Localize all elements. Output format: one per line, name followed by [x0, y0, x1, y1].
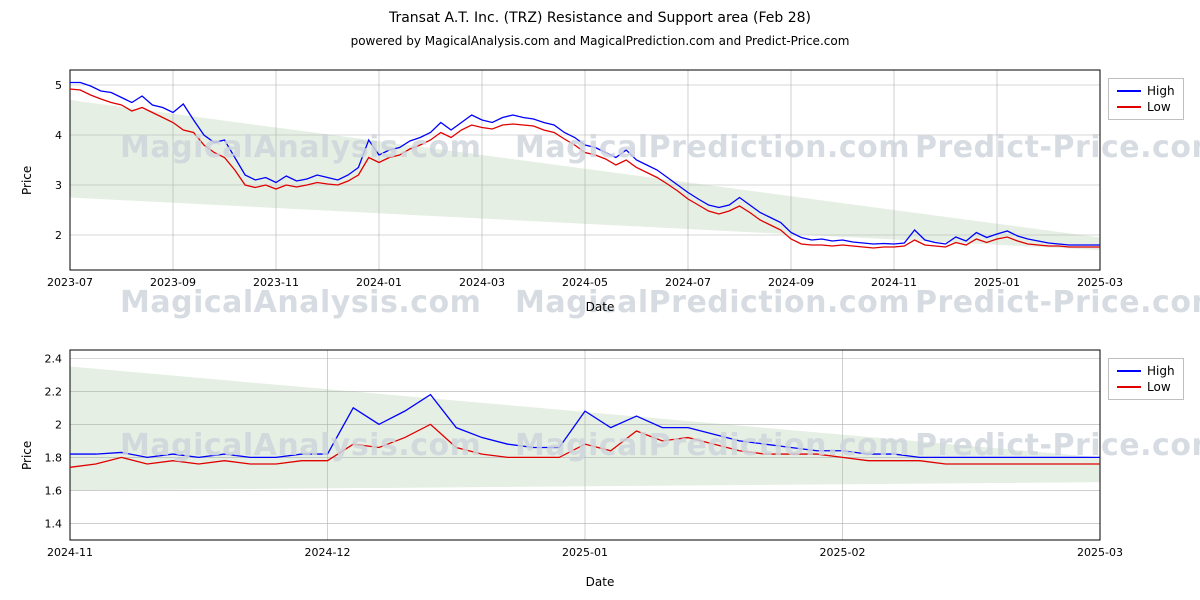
figure: Transat A.T. Inc. (TRZ) Resistance and S… — [0, 0, 1200, 600]
y-axis-label: Price — [20, 166, 34, 195]
legend: High Low — [1108, 78, 1184, 120]
svg-text:4: 4 — [55, 129, 62, 142]
svg-text:2025-02: 2025-02 — [820, 546, 866, 559]
legend-label: Low — [1147, 100, 1171, 114]
svg-text:1.4: 1.4 — [45, 517, 63, 530]
legend-label: Low — [1147, 380, 1171, 394]
svg-text:2023-11: 2023-11 — [253, 276, 299, 289]
legend-swatch-low — [1117, 106, 1141, 108]
svg-text:2.2: 2.2 — [45, 385, 63, 398]
svg-text:1.8: 1.8 — [45, 451, 63, 464]
legend-swatch-high — [1117, 90, 1141, 92]
svg-text:2025-01: 2025-01 — [974, 276, 1020, 289]
svg-text:2: 2 — [55, 229, 62, 242]
svg-text:5: 5 — [55, 79, 62, 92]
svg-text:2023-07: 2023-07 — [47, 276, 93, 289]
svg-text:3: 3 — [55, 179, 62, 192]
legend-label: High — [1147, 84, 1175, 98]
svg-text:2024-11: 2024-11 — [47, 546, 93, 559]
legend-item-high: High — [1117, 363, 1175, 379]
x-axis-label: Date — [550, 300, 650, 314]
legend-item-high: High — [1117, 83, 1175, 99]
svg-text:1.6: 1.6 — [45, 484, 63, 497]
svg-text:2024-11: 2024-11 — [871, 276, 917, 289]
legend-swatch-high — [1117, 370, 1141, 372]
legend-swatch-low — [1117, 386, 1141, 388]
legend-item-low: Low — [1117, 379, 1175, 395]
svg-text:2025-01: 2025-01 — [562, 546, 608, 559]
svg-text:2024-05: 2024-05 — [562, 276, 608, 289]
svg-text:2024-03: 2024-03 — [459, 276, 505, 289]
legend-item-low: Low — [1117, 99, 1175, 115]
svg-text:2: 2 — [55, 418, 62, 431]
svg-text:2024-09: 2024-09 — [768, 276, 814, 289]
svg-text:2024-07: 2024-07 — [665, 276, 711, 289]
x-axis-label: Date — [550, 575, 650, 589]
svg-text:2025-03: 2025-03 — [1077, 546, 1123, 559]
svg-text:2025-03: 2025-03 — [1077, 276, 1123, 289]
svg-text:2024-01: 2024-01 — [356, 276, 402, 289]
svg-text:2023-09: 2023-09 — [150, 276, 196, 289]
y-axis-label: Price — [20, 441, 34, 470]
svg-text:2024-12: 2024-12 — [305, 546, 351, 559]
legend-label: High — [1147, 364, 1175, 378]
legend: High Low — [1108, 358, 1184, 400]
svg-text:2.4: 2.4 — [45, 352, 63, 365]
